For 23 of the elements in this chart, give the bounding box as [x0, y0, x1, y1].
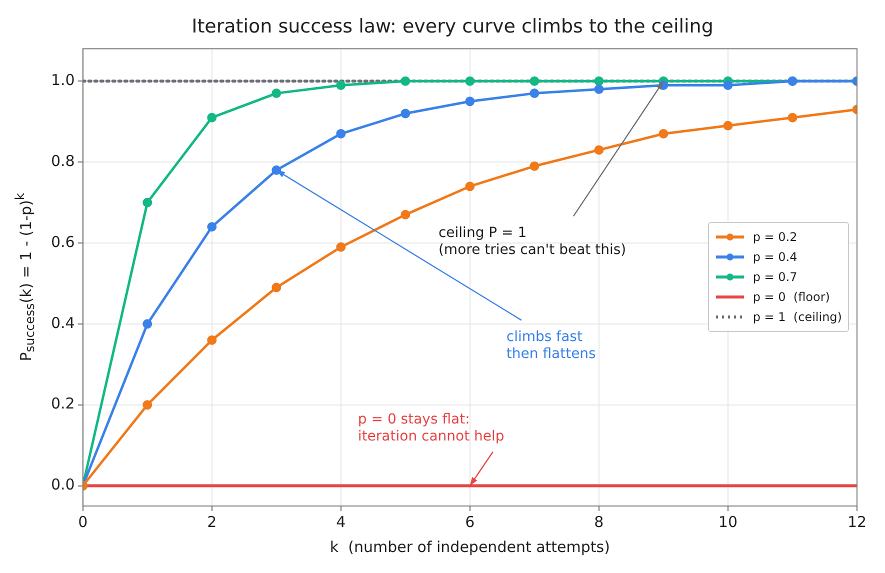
x-tick-label: 4: [336, 512, 346, 531]
y-tick-label: 0.6: [50, 232, 75, 251]
x-tick-label: 0: [78, 512, 88, 531]
annotation: p = 0 stays flat: iteration cannot help: [358, 411, 504, 444]
y-tick-label: 0.0: [50, 476, 75, 494]
legend-label: p = 1 (ceiling): [752, 310, 842, 324]
x-tick-label: 6: [465, 512, 475, 531]
y-tick-label: 0.4: [50, 314, 75, 332]
x-axis-title: k (number of independent attempts): [330, 538, 610, 556]
legend-label: p = 0 (floor): [752, 290, 830, 304]
y-tick-label: 0.8: [50, 152, 75, 170]
legend-label: p = 0.7: [752, 270, 798, 284]
annotation: climbs fast then flattens: [506, 328, 596, 362]
y-tick-label: 0.2: [50, 394, 75, 413]
x-tick-label: 8: [594, 512, 604, 531]
annotation: ceiling P = 1 (more tries can't beat this): [438, 224, 626, 258]
legend-label: p = 0.4: [752, 250, 798, 264]
x-tick-label: 12: [847, 512, 867, 531]
x-tick-label: 2: [207, 512, 217, 531]
x-tick-label: 10: [718, 512, 738, 531]
chart-title: Iteration success law: every curve climbs to the ceiling: [192, 15, 714, 38]
y-tick-label: 1.0: [50, 71, 75, 90]
legend-label: p = 0.2: [752, 230, 798, 244]
